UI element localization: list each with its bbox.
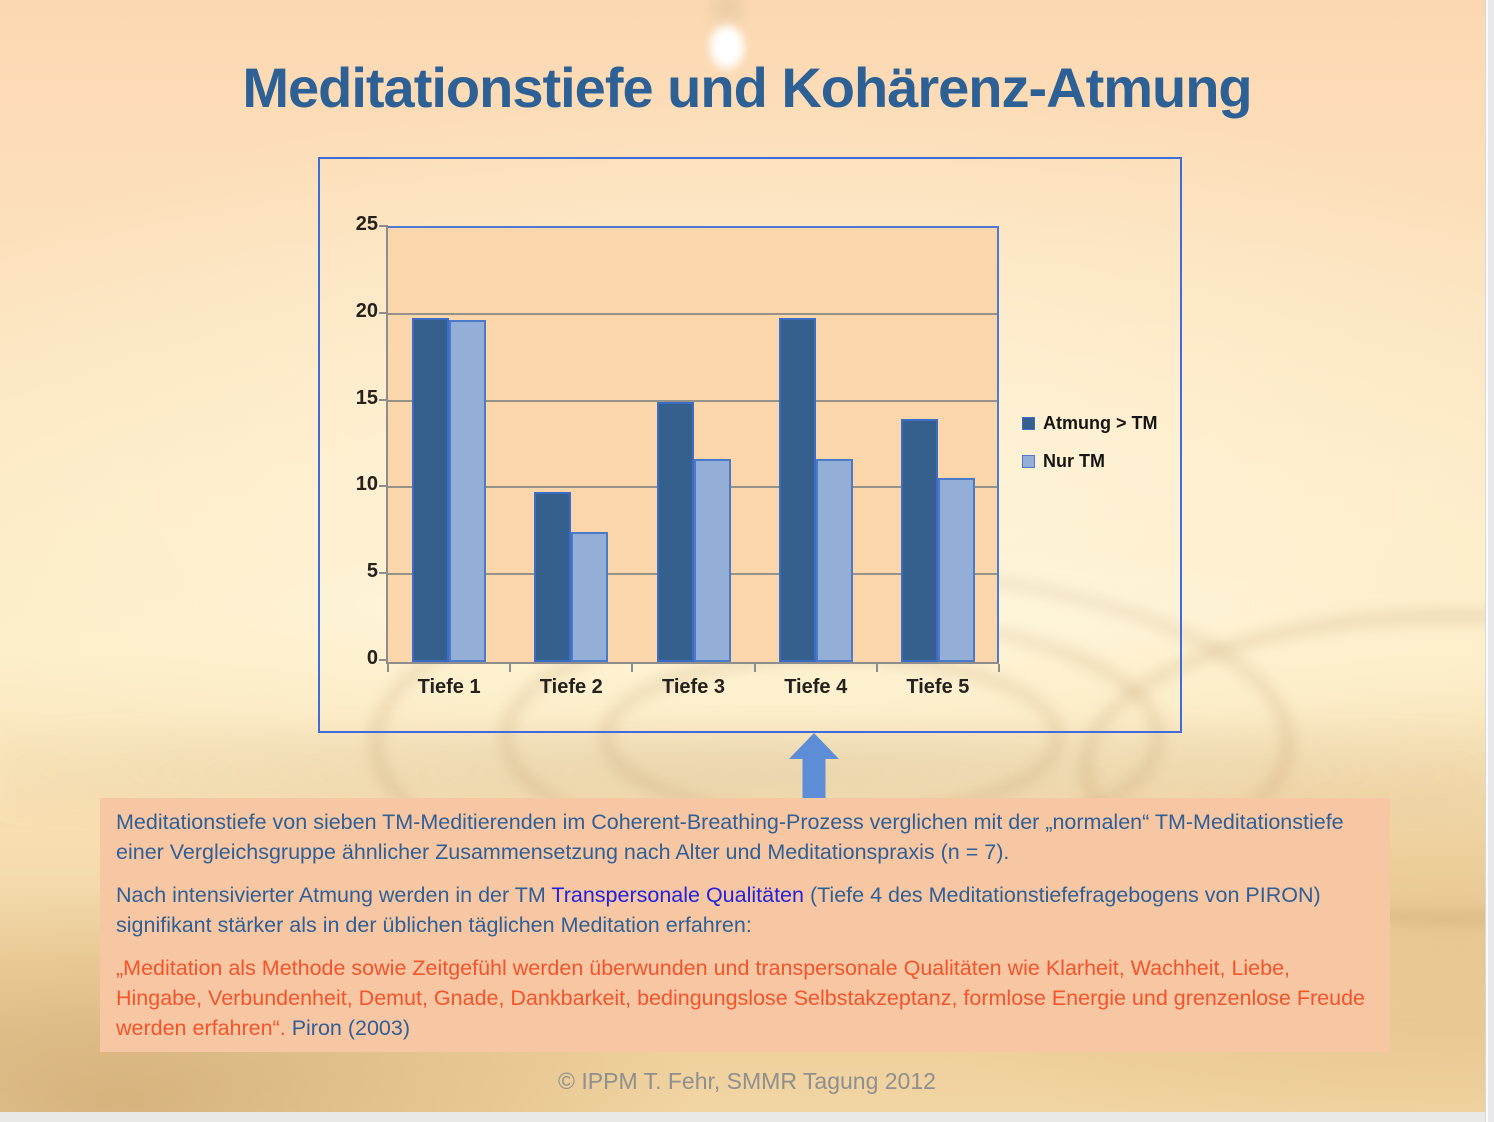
y-axis-tick-label: 0 [366,647,378,669]
bar [900,418,938,662]
y-axis-tick-label: 15 [355,386,378,409]
bar [656,401,694,662]
y-axis-tick [379,225,388,227]
legend-item: Nur TM [1022,451,1158,472]
y-axis-tick-label: 10 [355,473,378,496]
bar-chart: 0 5 10 15 20 25 Tiefe 1 Tiefe 2 Tiefe 3 Tiefe 4 T… [318,157,1182,733]
bar [449,320,487,662]
y-axis-tick [379,311,388,314]
annotation-text: Meditationstiefe von sieben TM-Meditiere… [116,810,1344,864]
y-axis-tick [379,398,388,401]
x-axis-tick [631,664,634,672]
x-axis-line [386,662,999,664]
y-axis-tick [379,659,388,661]
gridline [388,399,997,402]
x-axis-category-label: Tiefe 3 [662,676,725,698]
x-axis-category-label: Tiefe 2 [539,676,603,698]
legend-swatch [1022,417,1035,430]
legend-item: Atmung > TM [1022,413,1158,434]
x-axis-tick [875,664,878,672]
legend-swatch [1022,455,1035,468]
transpersonale-qualitaeten-link[interactable]: Transpersonale Qualitäten [551,883,804,907]
x-axis-category-label: Tiefe 4 [784,676,848,698]
y-axis-tick-label: 5 [366,560,378,583]
x-axis-tick [753,664,756,672]
x-axis-tick [998,664,1000,672]
window-edge-bottom [0,1112,1494,1122]
y-axis-line [386,226,388,664]
annotation-paragraph-2: Nach intensivierter Atmung werden in der… [116,880,1374,940]
annotation-text: (Tiefe 4 des Meditationstiefefragebogens… [116,883,1321,937]
x-axis-tick [509,664,512,672]
bar [534,491,572,662]
x-axis-category-label: Tiefe 5 [906,676,970,698]
water-droplet [698,0,756,78]
annotation-text: Nach intensivierter Atmung werden in der… [116,883,552,907]
gridline [388,312,997,315]
y-axis-tick [379,572,388,575]
plot-area [388,226,999,662]
slide-title: Meditationstiefe und Kohärenz-Atmung [242,56,1252,119]
bar [778,318,816,662]
quote-text: „Meditation als Methode sowie Zeitgefühl… [116,956,1365,1040]
y-axis-tick-label: 25 [355,213,378,235]
copyright-footer: © IPPM T. Fehr, SMMR Tagung 2012 [558,1068,936,1094]
bar [937,477,975,662]
legend-label: Atmung > TM [1043,413,1158,433]
y-axis-tick-label: 20 [355,299,378,322]
bar [412,318,450,662]
x-axis-tick [387,664,389,672]
bar [571,531,609,662]
bar [693,458,731,662]
citation-text: Piron (2003) [291,1016,411,1040]
scrollbar-track[interactable] [1485,0,1494,1122]
y-axis-tick [379,485,388,488]
chart-legend: Atmung > TM Nur TM [1022,413,1158,472]
annotation-paragraph-1: Meditationstiefe von sieben TM-Meditiere… [116,807,1374,867]
legend-label: Nur TM [1043,451,1105,471]
annotation-box: Meditationstiefe von sieben TM-Meditiere… [100,798,1390,1052]
bar [815,458,853,662]
annotation-paragraph-3: „Meditation als Methode sowie Zeitgefühl… [116,953,1374,1043]
x-axis-category-label: Tiefe 1 [417,676,481,698]
